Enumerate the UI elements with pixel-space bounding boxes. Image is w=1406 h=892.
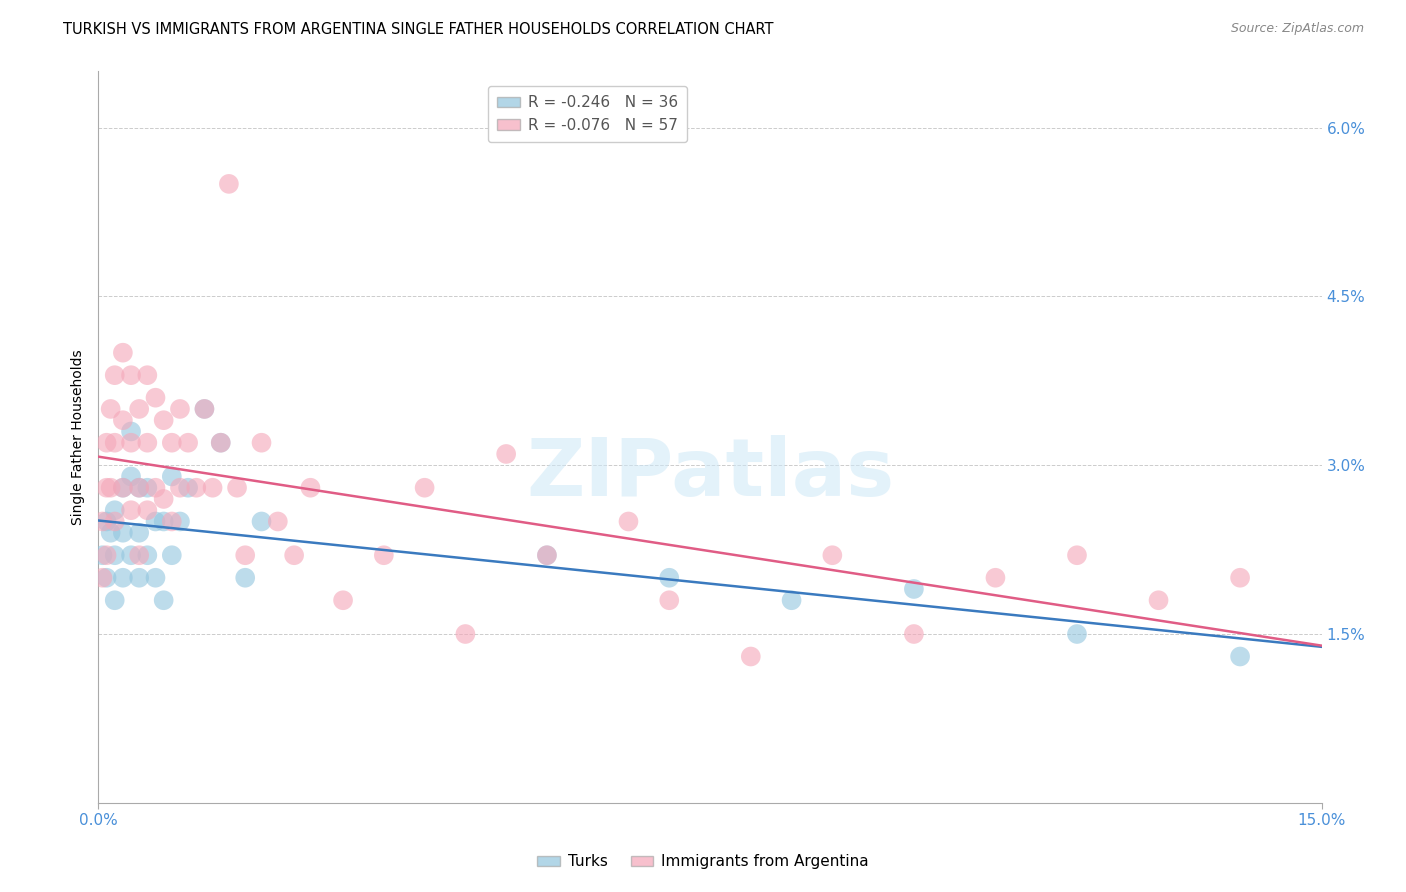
Point (413, 481, 436, 495)
Point (136, 503, 159, 517)
Point (111, 413, 134, 427)
Point (104, 548, 127, 562)
Point (267, 515, 290, 529)
Point (128, 481, 150, 495)
Point (226, 481, 249, 495)
Point (160, 469, 183, 483)
Point (104, 593, 127, 607)
Point (1229, 649, 1251, 664)
Point (128, 548, 150, 562)
Point (780, 593, 803, 607)
Point (250, 515, 273, 529)
Point (96, 548, 118, 562)
Point (96, 515, 118, 529)
Point (120, 469, 142, 483)
Point (218, 177, 240, 191)
Point (201, 481, 224, 495)
Point (128, 481, 150, 495)
Text: ZIPatlas: ZIPatlas (526, 434, 894, 513)
Point (104, 515, 127, 529)
Point (96, 435, 118, 450)
Point (136, 548, 159, 562)
Point (128, 401, 150, 416)
Point (373, 548, 395, 562)
Point (120, 503, 142, 517)
Point (104, 435, 127, 450)
Point (169, 481, 191, 495)
Point (903, 582, 925, 596)
Point (169, 515, 191, 529)
Point (136, 481, 159, 495)
Point (177, 481, 200, 495)
Point (145, 571, 167, 585)
Point (111, 481, 134, 495)
Point (120, 435, 142, 450)
Legend: R = -0.246   N = 36, R = -0.076   N = 57: R = -0.246 N = 36, R = -0.076 N = 57 (488, 87, 688, 143)
Point (209, 435, 232, 450)
Text: TURKISH VS IMMIGRANTS FROM ARGENTINA SINGLE FATHER HOUSEHOLDS CORRELATION CHART: TURKISH VS IMMIGRANTS FROM ARGENTINA SIN… (63, 22, 773, 37)
Point (658, 593, 681, 607)
Point (250, 435, 273, 450)
Point (152, 491, 174, 506)
Legend: Turks, Immigrants from Argentina: Turks, Immigrants from Argentina (531, 848, 875, 875)
Point (536, 548, 558, 562)
Point (111, 481, 134, 495)
Point (96, 571, 118, 585)
Point (145, 515, 167, 529)
Point (104, 503, 127, 517)
Point (209, 435, 232, 450)
Point (233, 548, 256, 562)
Point (111, 571, 134, 585)
Point (111, 345, 134, 359)
Point (283, 548, 305, 562)
Point (160, 548, 183, 562)
Point (169, 401, 191, 416)
Point (332, 593, 354, 607)
Point (104, 368, 127, 383)
Point (100, 525, 122, 540)
Point (740, 649, 762, 664)
Point (1066, 627, 1088, 641)
Point (152, 515, 174, 529)
Point (1229, 571, 1251, 585)
Point (1147, 593, 1170, 607)
Point (100, 481, 122, 495)
Point (100, 401, 122, 416)
Point (160, 515, 183, 529)
Point (111, 525, 134, 540)
Point (160, 435, 183, 450)
Point (233, 571, 256, 585)
Point (903, 627, 925, 641)
Y-axis label: Single Father Households: Single Father Households (72, 350, 86, 524)
Point (193, 401, 215, 416)
Point (299, 481, 322, 495)
Point (495, 447, 517, 461)
Point (454, 627, 477, 641)
Point (128, 571, 150, 585)
Text: Source: ZipAtlas.com: Source: ZipAtlas.com (1230, 22, 1364, 36)
Point (136, 368, 159, 383)
Point (821, 548, 844, 562)
Point (658, 571, 681, 585)
Point (1066, 548, 1088, 562)
Point (177, 435, 200, 450)
Point (152, 593, 174, 607)
Point (145, 391, 167, 405)
Point (152, 413, 174, 427)
Point (536, 548, 558, 562)
Point (617, 515, 640, 529)
Point (145, 481, 167, 495)
Point (91, 548, 114, 562)
Point (984, 571, 1007, 585)
Point (120, 548, 142, 562)
Point (91, 571, 114, 585)
Point (91, 515, 114, 529)
Point (136, 435, 159, 450)
Point (186, 481, 208, 495)
Point (96, 481, 118, 495)
Point (128, 525, 150, 540)
Point (193, 401, 215, 416)
Point (120, 368, 142, 383)
Point (120, 425, 142, 439)
